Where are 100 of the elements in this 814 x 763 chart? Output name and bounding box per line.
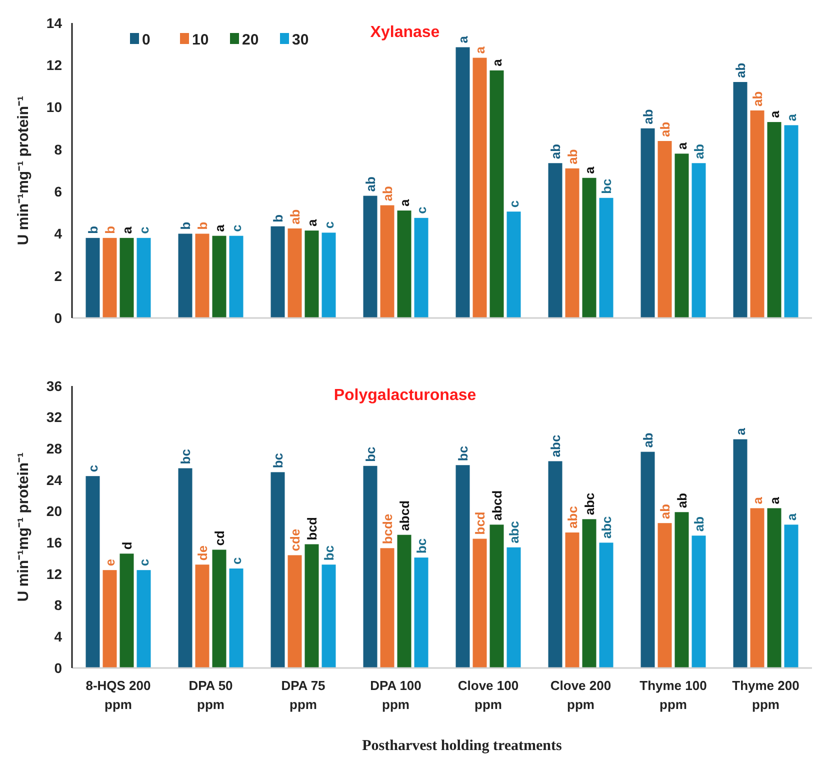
data-label: bc <box>178 449 193 464</box>
bar <box>363 466 378 668</box>
bar <box>582 178 596 318</box>
bar <box>270 226 285 318</box>
data-label: bc <box>321 545 336 561</box>
data-label: abcd <box>396 500 412 531</box>
data-label: c <box>85 464 100 472</box>
x-tick-label: Thyme 100 ppm <box>640 678 707 712</box>
bar <box>397 534 412 668</box>
y-tick-label: 0 <box>54 660 62 676</box>
y-tick-label: 0 <box>54 310 62 326</box>
bar <box>565 532 580 668</box>
bar <box>490 70 504 318</box>
bar <box>102 570 117 668</box>
bar <box>490 524 504 668</box>
y-tick-label: 20 <box>46 503 62 520</box>
bar <box>195 234 210 318</box>
data-label: b <box>178 222 193 230</box>
bar <box>288 555 302 668</box>
data-label: a <box>304 218 320 227</box>
bar <box>784 524 798 668</box>
bar <box>784 125 798 318</box>
bar <box>322 564 336 668</box>
y-tick-label: 32 <box>46 409 62 426</box>
data-label: a <box>766 110 782 118</box>
bar <box>288 228 302 318</box>
bar <box>767 508 782 668</box>
data-label: ab <box>548 144 563 160</box>
bar <box>212 550 226 668</box>
data-label: bcd <box>304 517 320 540</box>
y-tick-label: 8 <box>54 597 62 614</box>
bar <box>599 198 614 318</box>
data-label: ab <box>640 432 656 448</box>
bar <box>548 461 562 668</box>
y-axis-title: U min⁻¹mg⁻¹ protein⁻¹ <box>15 96 32 246</box>
legend-label: 0 <box>142 31 150 48</box>
data-label: bc <box>270 452 286 468</box>
data-label: ab <box>380 186 395 202</box>
data-label: c <box>136 226 152 234</box>
y-tick-label: 8 <box>54 141 62 158</box>
data-label: a <box>472 46 488 54</box>
bar <box>178 234 192 318</box>
data-label: abc <box>548 434 563 458</box>
bar <box>658 523 672 668</box>
x-tick-label: Clove 200 ppm <box>550 678 612 712</box>
bar <box>767 122 782 318</box>
data-label: ab <box>640 109 656 124</box>
data-label: a <box>212 224 227 232</box>
data-label: de <box>194 545 210 561</box>
data-label: b <box>270 214 286 222</box>
data-label: ab <box>691 144 706 160</box>
bar <box>178 468 192 668</box>
bar <box>304 230 319 318</box>
chart-title: Polygalacturonase <box>334 387 476 404</box>
bar <box>270 472 285 668</box>
x-tick-label: DPA 75 ppm <box>281 678 326 712</box>
bar <box>750 110 764 318</box>
bar <box>229 236 244 318</box>
data-label: ab <box>362 176 378 192</box>
x-tick-label: 8-HQS 200 ppm <box>86 678 151 712</box>
data-label: c <box>321 221 336 229</box>
bar <box>640 452 655 668</box>
bar <box>750 508 764 668</box>
data-label: a <box>455 35 470 44</box>
bar <box>733 439 748 668</box>
data-label: bc <box>362 446 378 462</box>
bar <box>414 218 428 318</box>
bar <box>136 570 151 668</box>
data-label: ab <box>657 504 672 520</box>
data-label: c <box>228 224 244 232</box>
data-label: a <box>674 142 690 150</box>
data-label: ab <box>657 122 672 137</box>
data-label: abcd <box>489 490 504 521</box>
y-tick-label: 36 <box>46 378 62 394</box>
data-label: ab <box>732 62 748 78</box>
data-label: b <box>102 226 118 234</box>
bar <box>363 196 378 318</box>
data-label: c <box>136 558 152 566</box>
y-tick-label: 2 <box>54 268 62 284</box>
data-label: ab <box>691 516 706 532</box>
x-tick-label: Thyme 200 ppm <box>732 678 800 712</box>
data-label: c <box>414 206 429 214</box>
bar <box>380 205 394 318</box>
bar <box>397 210 412 318</box>
y-tick-label: 16 <box>46 534 62 551</box>
bar <box>456 465 470 668</box>
bar <box>86 476 100 668</box>
data-label: c <box>506 200 522 208</box>
bar <box>733 82 748 318</box>
data-label: ab <box>674 492 690 508</box>
y-tick-label: 24 <box>46 472 62 488</box>
bar <box>414 558 428 668</box>
bar <box>304 544 319 668</box>
y-axis-title: U min⁻¹mg⁻¹ protein⁻¹ <box>15 452 32 602</box>
y-tick-label: 28 <box>46 440 62 457</box>
legend-label: 20 <box>242 31 259 48</box>
data-label: a <box>396 198 412 207</box>
data-label: bc <box>455 446 470 462</box>
data-label: b <box>85 226 100 234</box>
y-tick-label: 14 <box>46 14 62 31</box>
